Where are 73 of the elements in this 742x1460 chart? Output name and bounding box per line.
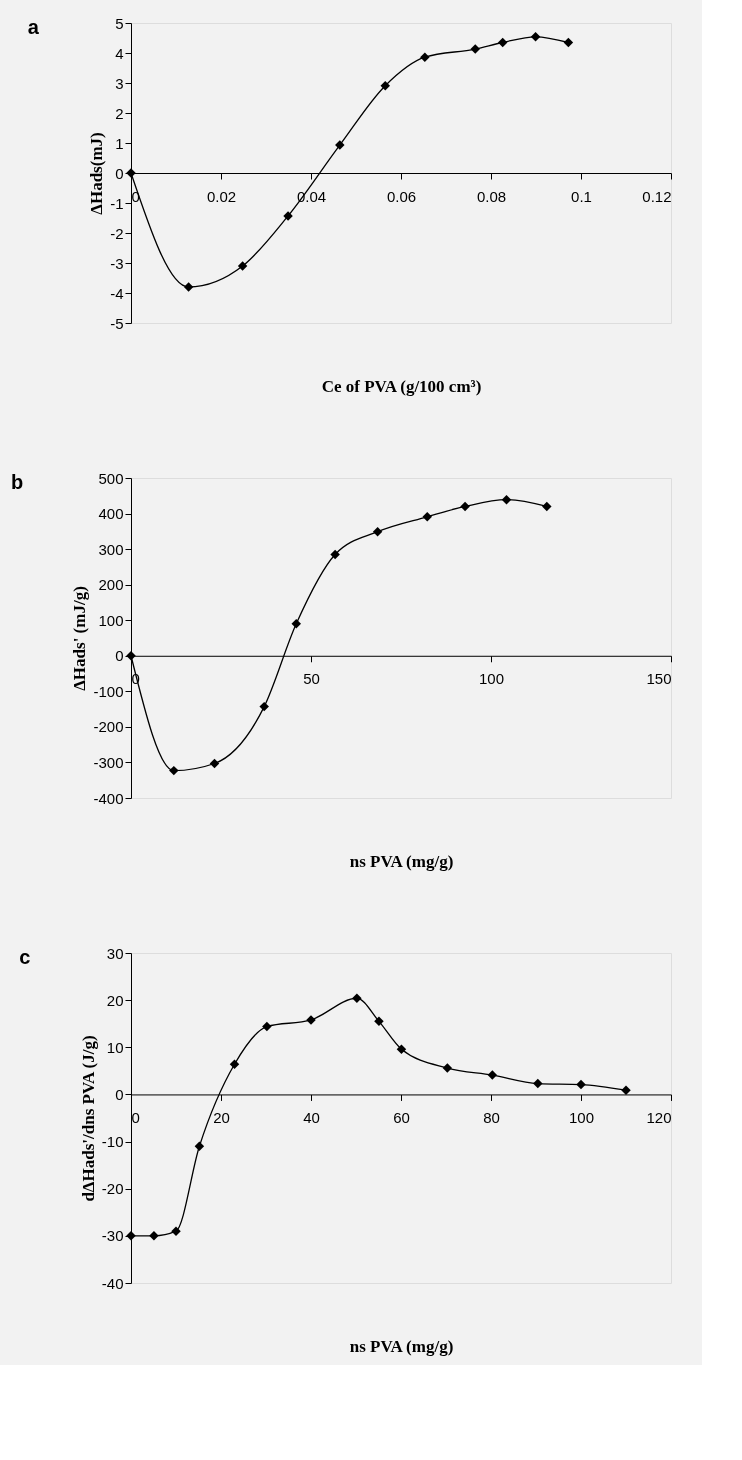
y-tick-label: 500 [98, 469, 124, 487]
y-tick-label: -20 [101, 1180, 124, 1198]
x-tick-label: 0.12 [642, 187, 672, 205]
y-tick-label: 20 [106, 991, 124, 1009]
x-tick-label: 0.08 [476, 187, 507, 205]
x-tick-label: 150 [646, 670, 672, 688]
point [183, 282, 194, 292]
y-tick-label: -400 [93, 789, 124, 807]
x-tick-label: 0 [131, 187, 140, 205]
y-tick-label: 3 [115, 74, 124, 92]
y-tick-label: 4 [115, 44, 124, 62]
x-tick-label: 40 [303, 1108, 320, 1126]
point [380, 80, 390, 91]
point [374, 1016, 384, 1027]
point [563, 37, 574, 48]
x-tick-label: 80 [483, 1108, 500, 1126]
point [497, 37, 508, 48]
x-tick-label: 0.1 [571, 187, 592, 205]
y-tick-label: 0 [115, 647, 124, 665]
x-tick-label: 100 [478, 670, 505, 688]
y-tick-label: -40 [101, 1274, 124, 1292]
y-axis-title: dΔHads'/dns PVA (J/g) [78, 1035, 98, 1202]
x-tick-label: 0.06 [386, 187, 417, 205]
x-tick-label: 50 [303, 670, 320, 688]
y-tick-label: 30 [106, 944, 124, 962]
x-tick-label: 60 [393, 1108, 410, 1126]
point [420, 52, 430, 62]
y-axis-title: ΔHads' (mJ/g) [70, 586, 90, 691]
point [194, 1141, 205, 1152]
x-tick-label: 120 [646, 1108, 672, 1126]
point [396, 1044, 407, 1054]
y-tick-label: -100 [93, 682, 124, 700]
point [576, 1079, 586, 1090]
point [335, 140, 345, 150]
point [487, 1070, 498, 1080]
point [530, 32, 541, 42]
x-tick-label: 0.02 [206, 187, 237, 205]
y-tick-label: 0 [115, 1085, 124, 1103]
point [533, 1078, 543, 1089]
y-tick-label: 1 [115, 134, 124, 152]
y-axis-title: ΔHads(mJ) [87, 132, 107, 215]
y-tick-label: 0 [115, 164, 124, 182]
y-tick-label: -30 [101, 1227, 124, 1245]
point [352, 993, 362, 1003]
chart-title: c [19, 946, 31, 968]
chart-title: a [27, 16, 40, 38]
x-tick-label: 20 [213, 1108, 230, 1126]
y-tick-label: -4 [110, 284, 124, 302]
y-tick-label: 400 [98, 505, 124, 523]
x-tick-label: 0 [131, 1108, 140, 1126]
x-axis-title: ns PVA (mg/g) [349, 1336, 454, 1356]
point [229, 1059, 240, 1069]
point [237, 261, 248, 271]
y-tick-label: 300 [98, 540, 124, 558]
chart-title: b [10, 471, 24, 493]
y-tick-label: -2 [110, 224, 124, 242]
y-tick-label: 5 [115, 14, 124, 32]
y-tick-label: -10 [101, 1133, 124, 1151]
point [442, 1063, 453, 1073]
y-tick-label: -3 [110, 254, 124, 272]
x-tick-label: 100 [568, 1108, 595, 1126]
x-axis-title: ns PVA (mg/g) [349, 851, 454, 871]
y-tick-label: -5 [110, 314, 124, 332]
y-tick-label: -1 [110, 194, 124, 212]
y-tick-label: 10 [106, 1038, 124, 1056]
y-tick-label: 2 [115, 104, 124, 122]
y-tick-label: -200 [93, 718, 124, 736]
y-tick-label: 200 [98, 576, 124, 594]
point [470, 44, 480, 54]
y-tick-label: -300 [93, 753, 124, 771]
y-tick-label: 100 [98, 611, 124, 629]
point [262, 1021, 272, 1032]
x-axis-title: Ce of PVA (g/100 cm³) [321, 376, 482, 396]
